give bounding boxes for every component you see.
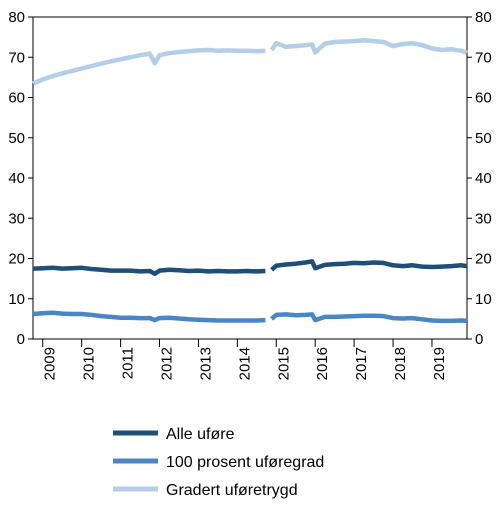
y-right-tick-label: 80 bbox=[475, 9, 492, 26]
x-tick-label: 2015 bbox=[275, 347, 292, 380]
y-right-tick-label: 50 bbox=[475, 130, 492, 147]
x-tick-label: 2017 bbox=[353, 347, 370, 380]
y-left-tick-label: 10 bbox=[8, 291, 25, 308]
legend-label-0: Alle uføre bbox=[166, 426, 235, 443]
y-left-tick-label: 70 bbox=[8, 49, 25, 66]
x-tick-label: 2011 bbox=[120, 347, 137, 379]
y-right-tick-label: 70 bbox=[475, 49, 492, 66]
y-right-tick-label: 40 bbox=[475, 170, 492, 187]
x-tick-label: 2014 bbox=[236, 347, 253, 380]
x-tick-label: 2012 bbox=[159, 347, 176, 380]
series-line-2-segment-0 bbox=[32, 47, 266, 86]
x-tick-label: 2013 bbox=[197, 347, 214, 380]
series-line-1-segment-0 bbox=[32, 310, 266, 323]
legend-label-1: 100 prosent uføregrad bbox=[166, 454, 324, 471]
x-tick-label: 2010 bbox=[81, 347, 98, 380]
y-left-tick-label: 0 bbox=[17, 331, 25, 348]
y-right-tick-label: 20 bbox=[475, 251, 492, 268]
y-left-tick-label: 50 bbox=[8, 130, 25, 147]
series-line-1-segment-1 bbox=[270, 312, 468, 324]
plot-lines bbox=[32, 38, 468, 324]
x-axis: 2009 2010 2011 2012 2013 2014 2015 2016 2017 2018… bbox=[42, 339, 448, 380]
x-tick-label: 2009 bbox=[42, 347, 59, 380]
y-right-tick-label: 10 bbox=[475, 291, 492, 308]
y-right-tick-label: 30 bbox=[475, 210, 492, 227]
y-right-tick-label: 60 bbox=[475, 90, 492, 107]
legend-label-2: Gradert uføretrygd bbox=[166, 482, 298, 499]
legend: Alle uføre 100 prosent uføregrad Gradert u… bbox=[113, 426, 324, 499]
series-line-0-segment-1 bbox=[270, 259, 468, 272]
y-left-tick-label: 80 bbox=[8, 9, 25, 26]
y-left-tick-label: 60 bbox=[8, 90, 25, 107]
series-line-0-segment-0 bbox=[32, 265, 266, 277]
y-left-tick-label: 30 bbox=[8, 210, 25, 227]
y-right-tick-label: 0 bbox=[475, 331, 483, 348]
x-tick-label: 2019 bbox=[431, 347, 448, 380]
y-axis-left: 0 10 20 30 40 50 60 70 80 bbox=[8, 9, 33, 348]
series-line-2-segment-1 bbox=[269, 38, 468, 55]
y-left-tick-label: 40 bbox=[8, 170, 25, 187]
y-axis-right: 0 10 20 30 40 50 60 70 80 bbox=[467, 9, 492, 348]
y-left-tick-label: 20 bbox=[8, 251, 25, 268]
x-tick-label: 2016 bbox=[314, 347, 331, 380]
x-tick-label: 2018 bbox=[392, 347, 409, 380]
